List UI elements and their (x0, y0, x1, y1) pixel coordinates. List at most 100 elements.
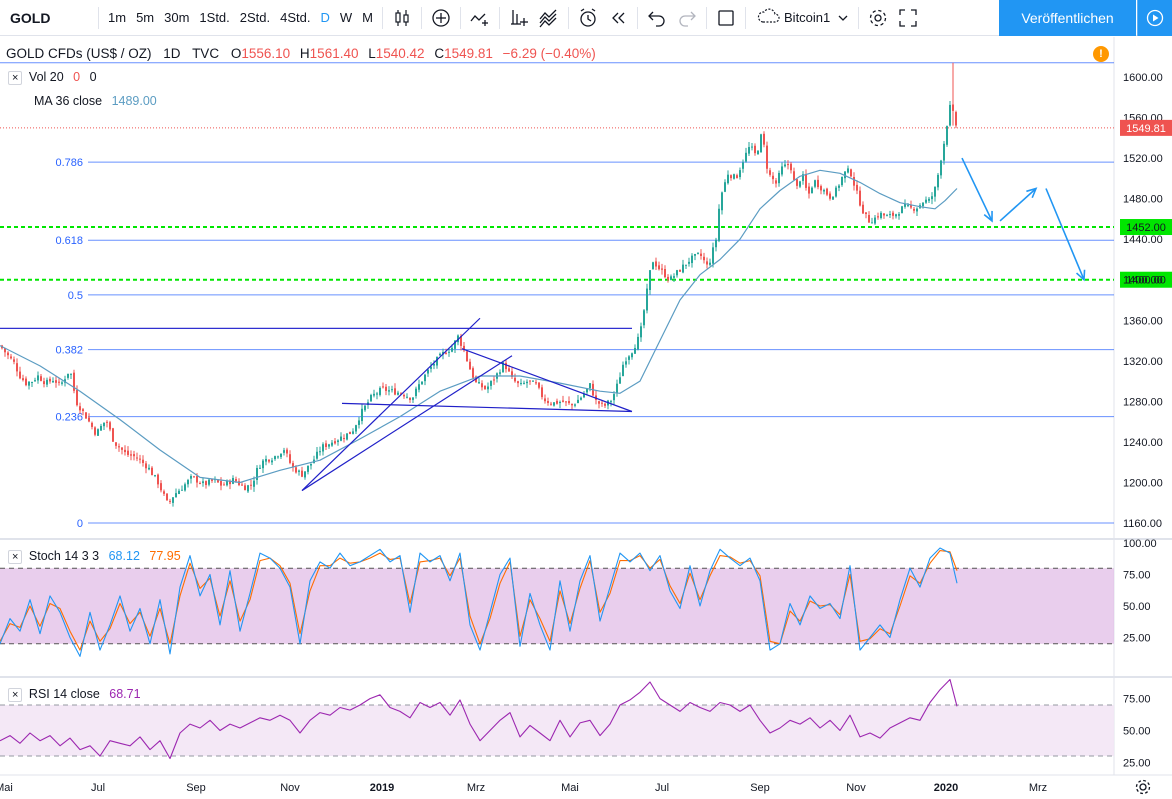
interval-1h[interactable]: 1Std. (199, 9, 230, 25)
volume-value: 0 (73, 70, 81, 84)
candle-body (436, 356, 438, 366)
replay-icon[interactable] (603, 3, 633, 33)
collapse-toggle[interactable]: × (8, 71, 23, 85)
candle-body (148, 467, 150, 470)
fullscreen-box-icon[interactable] (711, 3, 741, 33)
toolbar-divider (460, 6, 462, 29)
candle-body (817, 179, 819, 188)
forecast-arrowhead (1026, 187, 1038, 199)
play-icon[interactable] (1137, 0, 1172, 36)
candle-body (34, 380, 36, 382)
settings-icon[interactable] (1135, 779, 1151, 795)
compare-dropdown[interactable]: Bitcoin1 (750, 7, 854, 28)
templates-icon[interactable] (534, 3, 564, 33)
publish-button[interactable]: Veröffentlichen (999, 0, 1136, 36)
candle-body (274, 456, 276, 460)
candle-body (664, 269, 666, 278)
candle-body (766, 145, 768, 169)
candle-body (832, 196, 834, 200)
candle-body (295, 467, 297, 473)
alert-icon[interactable] (573, 3, 603, 33)
candle-body (487, 386, 489, 390)
top-toolbar: GOLD 1m 5m 30m 1Std. 2Std. 4Std. D W M (0, 0, 1172, 36)
candle-body (886, 215, 888, 217)
undo-icon[interactable] (642, 3, 672, 33)
candle-body (199, 483, 201, 485)
chevron-down-icon (838, 10, 848, 25)
candle-body (109, 422, 111, 430)
candle-body (247, 485, 249, 492)
candle-body (310, 463, 312, 466)
redo-icon[interactable] (672, 3, 702, 33)
price-tick-label: 1240.00 (1123, 437, 1163, 449)
candle-body (823, 189, 825, 192)
interval-30m[interactable]: 30m (164, 9, 190, 25)
settings-icon[interactable] (863, 3, 893, 33)
support-price-label: 1400.00 (1126, 275, 1166, 287)
interval-1m[interactable]: 1m (108, 9, 127, 25)
candle-body (586, 388, 588, 393)
stoch-name[interactable]: Stoch 14 3 3 (28, 549, 100, 563)
candle-body (325, 443, 327, 447)
collapse-toggle[interactable]: × (8, 688, 23, 702)
time-tick-label: 2019 (370, 782, 394, 794)
fib-level-label: 0.382 (55, 345, 83, 357)
candle-body (913, 208, 915, 211)
candle-body (583, 393, 585, 398)
fib-level-label: 0.5 (68, 290, 83, 302)
candle-body (484, 385, 486, 390)
candle-body (505, 362, 507, 370)
candle-body (481, 383, 483, 388)
candle-body (67, 373, 69, 378)
candle-body (448, 351, 450, 353)
candle-body (541, 387, 543, 398)
indicators-icon[interactable] (465, 3, 495, 33)
candle-body (358, 420, 360, 425)
interval-month[interactable]: M (362, 9, 374, 25)
candle-body (868, 215, 870, 223)
rsi-name[interactable]: RSI 14 close (28, 687, 100, 701)
candle-body (439, 353, 441, 356)
candle-body (769, 170, 771, 175)
symbol-search[interactable]: GOLD (10, 9, 51, 26)
candle-body (97, 429, 99, 436)
candle-body (373, 393, 375, 396)
candle-body (451, 347, 453, 352)
ma-name[interactable]: MA 36 close (34, 94, 103, 108)
bar-style-icon[interactable] (504, 3, 534, 33)
candle-body (175, 493, 177, 498)
candle-body (394, 388, 396, 395)
candle-body (208, 479, 210, 485)
symbol-title[interactable]: GOLD CFDs (US$ / OZ) (6, 46, 152, 61)
rsi-value: 68.71 (109, 687, 141, 701)
candle-body (370, 394, 372, 402)
candle-body (259, 467, 261, 469)
legend-interval: 1D (163, 46, 181, 61)
support-price-tag (1120, 271, 1172, 288)
low-value: 1540.42 (375, 46, 425, 61)
candle-body (163, 491, 165, 494)
interval-2h[interactable]: 2Std. (239, 9, 271, 25)
candle-body (820, 186, 822, 191)
interval-week[interactable]: W (339, 9, 353, 25)
collapse-toggle[interactable]: × (8, 550, 23, 564)
add-indicator-icon[interactable] (426, 3, 456, 33)
candle-body (667, 276, 669, 280)
volume-name[interactable]: Vol 20 (28, 70, 64, 84)
candle-body (229, 481, 231, 485)
interval-5m[interactable]: 5m (136, 9, 155, 25)
candles-icon[interactable] (387, 3, 417, 33)
interval-day[interactable]: D (320, 9, 330, 25)
candle-body (379, 387, 381, 395)
warning-icon[interactable]: ! (1093, 46, 1109, 62)
candle-body (328, 444, 330, 447)
candle-body (700, 253, 702, 256)
interval-4h[interactable]: 4Std. (280, 9, 311, 25)
ma-legend: MA 36 close 1489.00 (34, 94, 157, 108)
toolbar-divider (745, 6, 747, 29)
expand-icon[interactable] (893, 3, 923, 33)
candle-body (55, 380, 57, 383)
candle-body (790, 163, 792, 171)
forecast-arrow (999, 187, 1037, 222)
